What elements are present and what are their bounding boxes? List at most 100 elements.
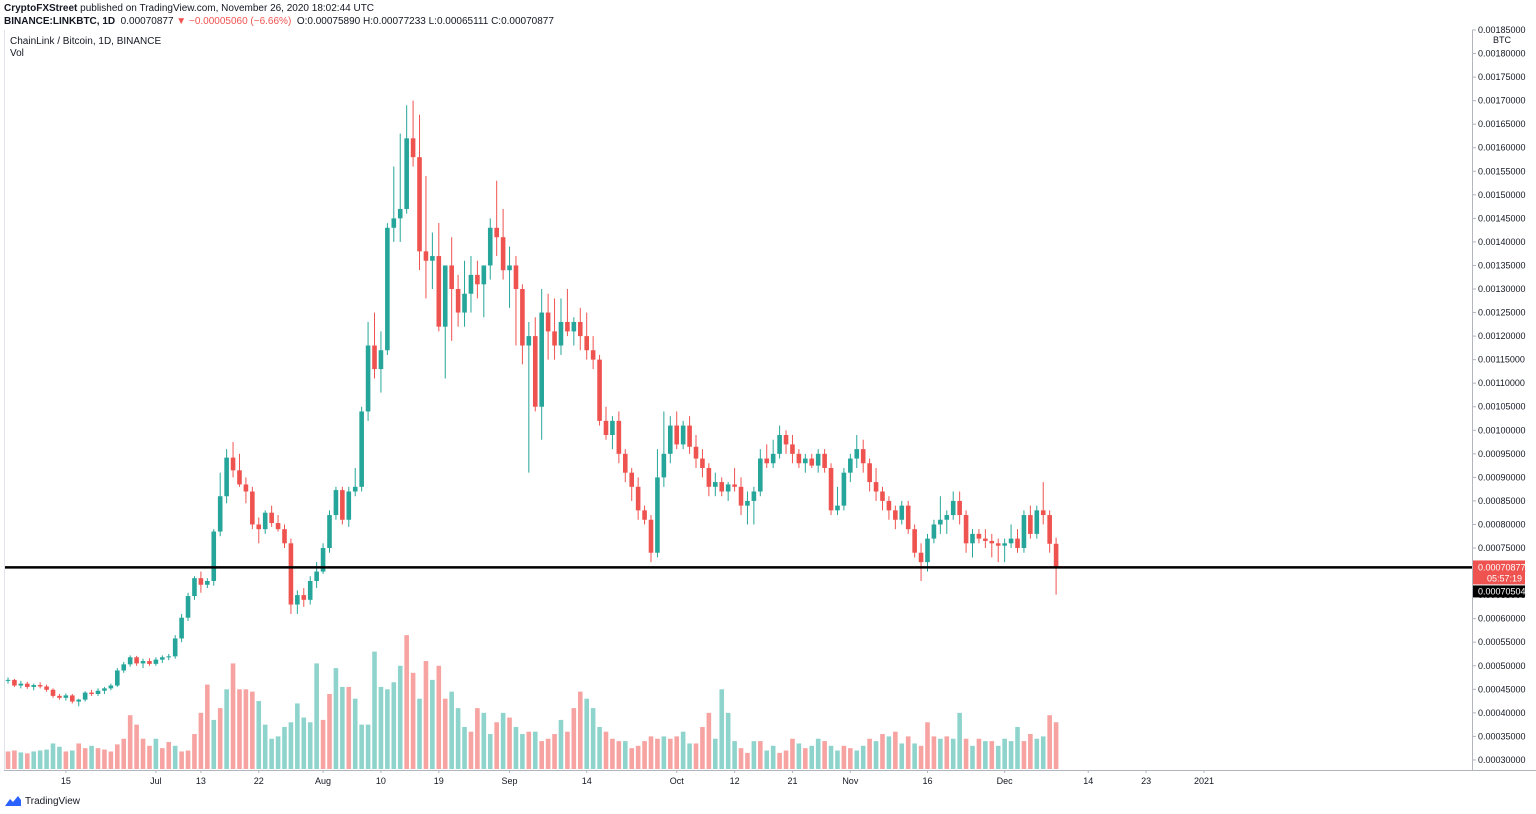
volume-bar — [764, 750, 770, 769]
x-tick-label: 21 — [787, 776, 797, 786]
candle-body — [12, 679, 17, 686]
axis-unit-label: BTC — [1493, 35, 1512, 45]
candle-body — [468, 274, 474, 294]
candle-body — [243, 484, 249, 492]
y-tick-label: 0.00045000 — [1478, 684, 1526, 694]
candle-body — [687, 425, 692, 447]
volume-bar — [121, 738, 127, 769]
y-tick-label: 0.00060000 — [1478, 614, 1526, 624]
volume-bar — [423, 661, 429, 769]
volume-bar — [584, 698, 589, 769]
candle-body — [565, 321, 570, 332]
volume-bar — [1028, 734, 1033, 769]
volume-bar — [648, 736, 654, 769]
volume-bar — [635, 745, 641, 769]
volume-bar — [37, 750, 43, 769]
volume-bar — [995, 745, 1001, 769]
candle-body — [475, 274, 480, 285]
candle-body — [648, 519, 654, 553]
candle-body — [37, 685, 43, 687]
candle-body — [378, 350, 384, 370]
price-change: ▼ −0.00005060 (−6.66%) — [176, 16, 292, 27]
candle-body — [809, 458, 815, 466]
candle-body — [140, 661, 146, 664]
candle-body — [230, 457, 236, 471]
volume-bar — [417, 698, 422, 769]
volume-bar — [931, 736, 937, 769]
x-tick-label: 15 — [61, 776, 71, 786]
candle-body — [217, 496, 223, 532]
candle-body — [423, 251, 429, 261]
candle-body — [211, 531, 217, 581]
last-price-label: 0.00070877 — [1478, 562, 1526, 572]
volume-bar — [172, 745, 178, 769]
volume-bar — [95, 748, 101, 769]
volume-bar — [854, 750, 860, 769]
x-tick-label: 19 — [434, 776, 444, 786]
x-tick-label: 22 — [254, 776, 264, 786]
volume-bar — [893, 731, 898, 769]
volume-bar — [288, 722, 294, 769]
volume-bar — [44, 749, 49, 769]
y-tick-label: 0.00115000 — [1478, 355, 1525, 365]
footer[interactable]: TradingView — [4, 795, 80, 807]
volume-bar — [680, 731, 686, 769]
volume-bar — [127, 715, 133, 769]
volume-bars-layer — [5, 635, 1059, 769]
volume-bar — [700, 726, 705, 769]
volume-bar — [5, 751, 11, 769]
candle-body — [513, 265, 519, 290]
volume-bar — [449, 691, 454, 769]
volume-bar — [565, 731, 570, 769]
candle-body — [738, 486, 744, 506]
volume-bar — [372, 651, 377, 769]
candle-body — [481, 265, 487, 285]
volume-bar — [758, 741, 763, 769]
candle-body — [777, 434, 782, 454]
candle-body — [449, 265, 454, 290]
volume-bar — [1008, 741, 1014, 769]
candle-body — [301, 595, 307, 600]
candle-body — [912, 529, 917, 553]
x-axis: 15 Jul 13 22 Aug 10 19 Sep 14 Oct 12 21 Nov 16 Dec 14 23… — [61, 770, 1214, 786]
volume-bar — [494, 722, 499, 769]
volume-bar — [867, 738, 872, 769]
volume-bar — [333, 668, 339, 769]
candle-body — [989, 540, 995, 544]
candle-body — [410, 138, 416, 158]
candle-body — [745, 500, 750, 506]
candle-body — [192, 578, 197, 597]
candle-body — [44, 686, 49, 690]
volume-bar — [217, 708, 223, 769]
candle-body — [70, 695, 75, 702]
volume-bar — [667, 738, 673, 769]
volume-bar — [269, 738, 274, 769]
volume-bar — [147, 745, 152, 769]
candle-body — [1040, 510, 1046, 516]
candle-body — [340, 490, 345, 520]
volume-bar — [571, 708, 577, 769]
volume-bar — [468, 731, 474, 769]
volume-bar — [1015, 726, 1020, 769]
candle-body — [938, 519, 943, 525]
volume-bar — [706, 712, 712, 769]
volume-bar — [828, 745, 834, 769]
candle-body — [520, 289, 525, 346]
volume-bar — [1040, 736, 1046, 769]
candle-body — [764, 458, 770, 464]
candle-body — [732, 484, 737, 487]
candle-body — [63, 695, 69, 698]
volume-bar — [989, 741, 995, 769]
chart-legend-title: ChainLink / Bitcoin, 1D, BINANCE — [10, 36, 162, 47]
volume-bar — [1034, 738, 1040, 769]
volume-bar — [179, 751, 184, 769]
volume-bar — [237, 689, 242, 769]
candle-body — [18, 683, 24, 686]
volume-bar — [732, 741, 737, 769]
candle-body — [931, 524, 937, 539]
x-tick-label: 2021 — [1194, 776, 1214, 786]
volume-bar — [796, 743, 802, 769]
volume-bar — [250, 691, 255, 769]
candle-body — [642, 510, 647, 520]
